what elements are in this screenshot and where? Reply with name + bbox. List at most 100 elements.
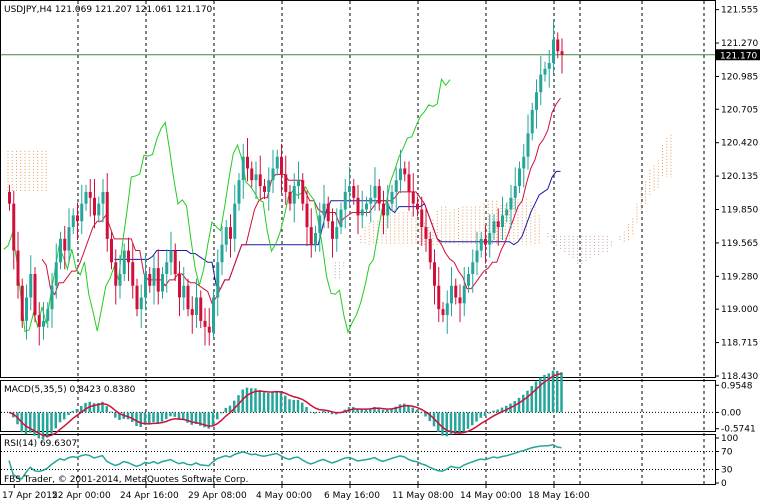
candle-body — [101, 191, 105, 204]
candle — [365, 196, 368, 217]
candle-body — [539, 74, 543, 93]
candle-body — [195, 297, 198, 316]
candle — [509, 184, 513, 229]
candle-body — [241, 156, 245, 181]
candle — [488, 214, 492, 258]
candle-body — [207, 326, 211, 333]
symbol-header: USDJPY,H4 121.069 121.207 121.061 121.17… — [4, 5, 213, 15]
time-label: 14 May 00:00 — [460, 491, 522, 501]
candle — [229, 214, 232, 258]
candle — [20, 278, 24, 328]
candle-body — [263, 186, 266, 192]
macd-signal-line — [8, 372, 562, 437]
candle — [118, 255, 122, 299]
candle — [12, 190, 16, 270]
copyright-text: FBS Trader, © 2001-2014, MetaQuotes Soft… — [4, 475, 248, 485]
candle — [152, 255, 156, 305]
price-panel-frame — [0, 0, 716, 378]
macd-panel-frame — [0, 380, 716, 432]
candle — [492, 214, 496, 240]
candle-body — [535, 92, 538, 110]
candle-body — [8, 191, 11, 204]
candle-body — [390, 191, 394, 204]
candle-body — [271, 168, 275, 181]
candle — [309, 208, 313, 258]
price-label: 120.985 — [721, 72, 758, 82]
candle-body — [518, 168, 521, 187]
candle-body — [560, 51, 564, 55]
candle — [71, 208, 75, 235]
candle-body — [394, 180, 398, 192]
candle-body — [377, 186, 381, 204]
candle-body — [186, 285, 190, 310]
candle — [462, 266, 466, 317]
candle-body — [135, 285, 139, 310]
candle — [420, 196, 424, 246]
candle-body — [233, 203, 237, 239]
candle — [207, 308, 211, 346]
candle — [84, 184, 88, 211]
candle — [352, 179, 356, 205]
candle-body — [80, 203, 84, 222]
candle — [110, 231, 113, 270]
candle-body — [335, 227, 339, 239]
candle-body — [343, 191, 347, 210]
candle-body — [25, 297, 28, 321]
time-label: 24 Apr 16:00 — [120, 491, 179, 501]
time-label: 11 May 08:00 — [392, 491, 454, 501]
candle-body — [373, 186, 377, 198]
price-label: 118.430 — [721, 372, 758, 382]
candle-body — [365, 203, 368, 210]
current-price-label: 121.170 — [720, 51, 757, 61]
candle — [335, 208, 339, 252]
candle-body — [331, 221, 334, 239]
candle — [475, 231, 479, 276]
rsi-axis-label: 70 — [721, 448, 733, 458]
time-label: 17 Apr 2015 — [2, 491, 58, 501]
candle-body — [403, 168, 407, 175]
candle — [331, 208, 334, 258]
candle-body — [509, 197, 513, 210]
candle-body — [212, 297, 215, 333]
candle-body — [105, 191, 109, 239]
candle-body — [131, 262, 135, 286]
vertical-grid — [77, 1, 705, 484]
candle-body — [428, 238, 432, 263]
candle — [254, 161, 258, 199]
candle — [433, 249, 436, 305]
candle — [543, 61, 547, 82]
candle-body — [348, 186, 351, 192]
candle — [220, 225, 224, 276]
candle-body — [50, 285, 54, 310]
candle-body — [93, 197, 96, 216]
candle — [131, 243, 135, 299]
candle — [505, 202, 509, 223]
candle — [411, 173, 415, 217]
candle — [348, 167, 351, 205]
candle — [67, 208, 71, 264]
candle — [29, 255, 33, 311]
candle-body — [369, 197, 373, 204]
candle-body — [416, 203, 419, 210]
time-label: 6 May 16:00 — [324, 491, 380, 501]
candle-body — [326, 203, 330, 222]
candle-body — [88, 191, 92, 198]
candle — [212, 290, 215, 340]
candle — [101, 179, 105, 223]
candle — [80, 184, 84, 235]
candle — [275, 149, 279, 176]
candle — [233, 184, 237, 252]
candle — [386, 184, 390, 229]
candle-body — [84, 191, 88, 204]
candle — [547, 50, 551, 88]
candle-body — [424, 227, 428, 239]
candle — [526, 114, 530, 170]
candle-body — [475, 250, 479, 263]
candle — [216, 249, 220, 317]
candle-body — [530, 109, 534, 134]
candle — [560, 38, 564, 74]
candle — [280, 143, 283, 194]
candle-body — [148, 274, 152, 286]
macd-series — [1, 370, 715, 440]
